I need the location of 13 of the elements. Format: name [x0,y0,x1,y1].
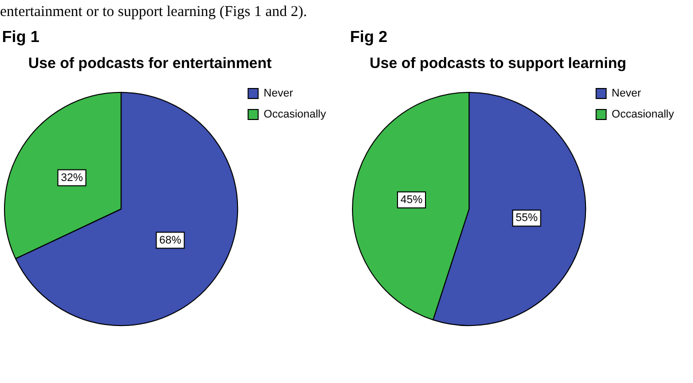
legend-label: Occasionally [612,108,674,121]
data-label: 68% [159,234,182,246]
data-label: 32% [60,172,84,184]
chart-title: Use of podcasts to support learning [368,55,628,72]
data-label: 55% [516,212,538,224]
caption: Fig 2 [350,29,388,47]
data-label: 45% [400,194,423,206]
legend-label: Never [264,88,294,100]
legend-label: Never [612,88,642,100]
chart-title: Use of podcasts for entertainment [27,55,273,72]
text: entertainment or to support learning (Figs 1 and 2). [0,4,308,21]
legend-label: Occasionally [264,108,326,121]
caption: Fig 1 [2,29,40,47]
